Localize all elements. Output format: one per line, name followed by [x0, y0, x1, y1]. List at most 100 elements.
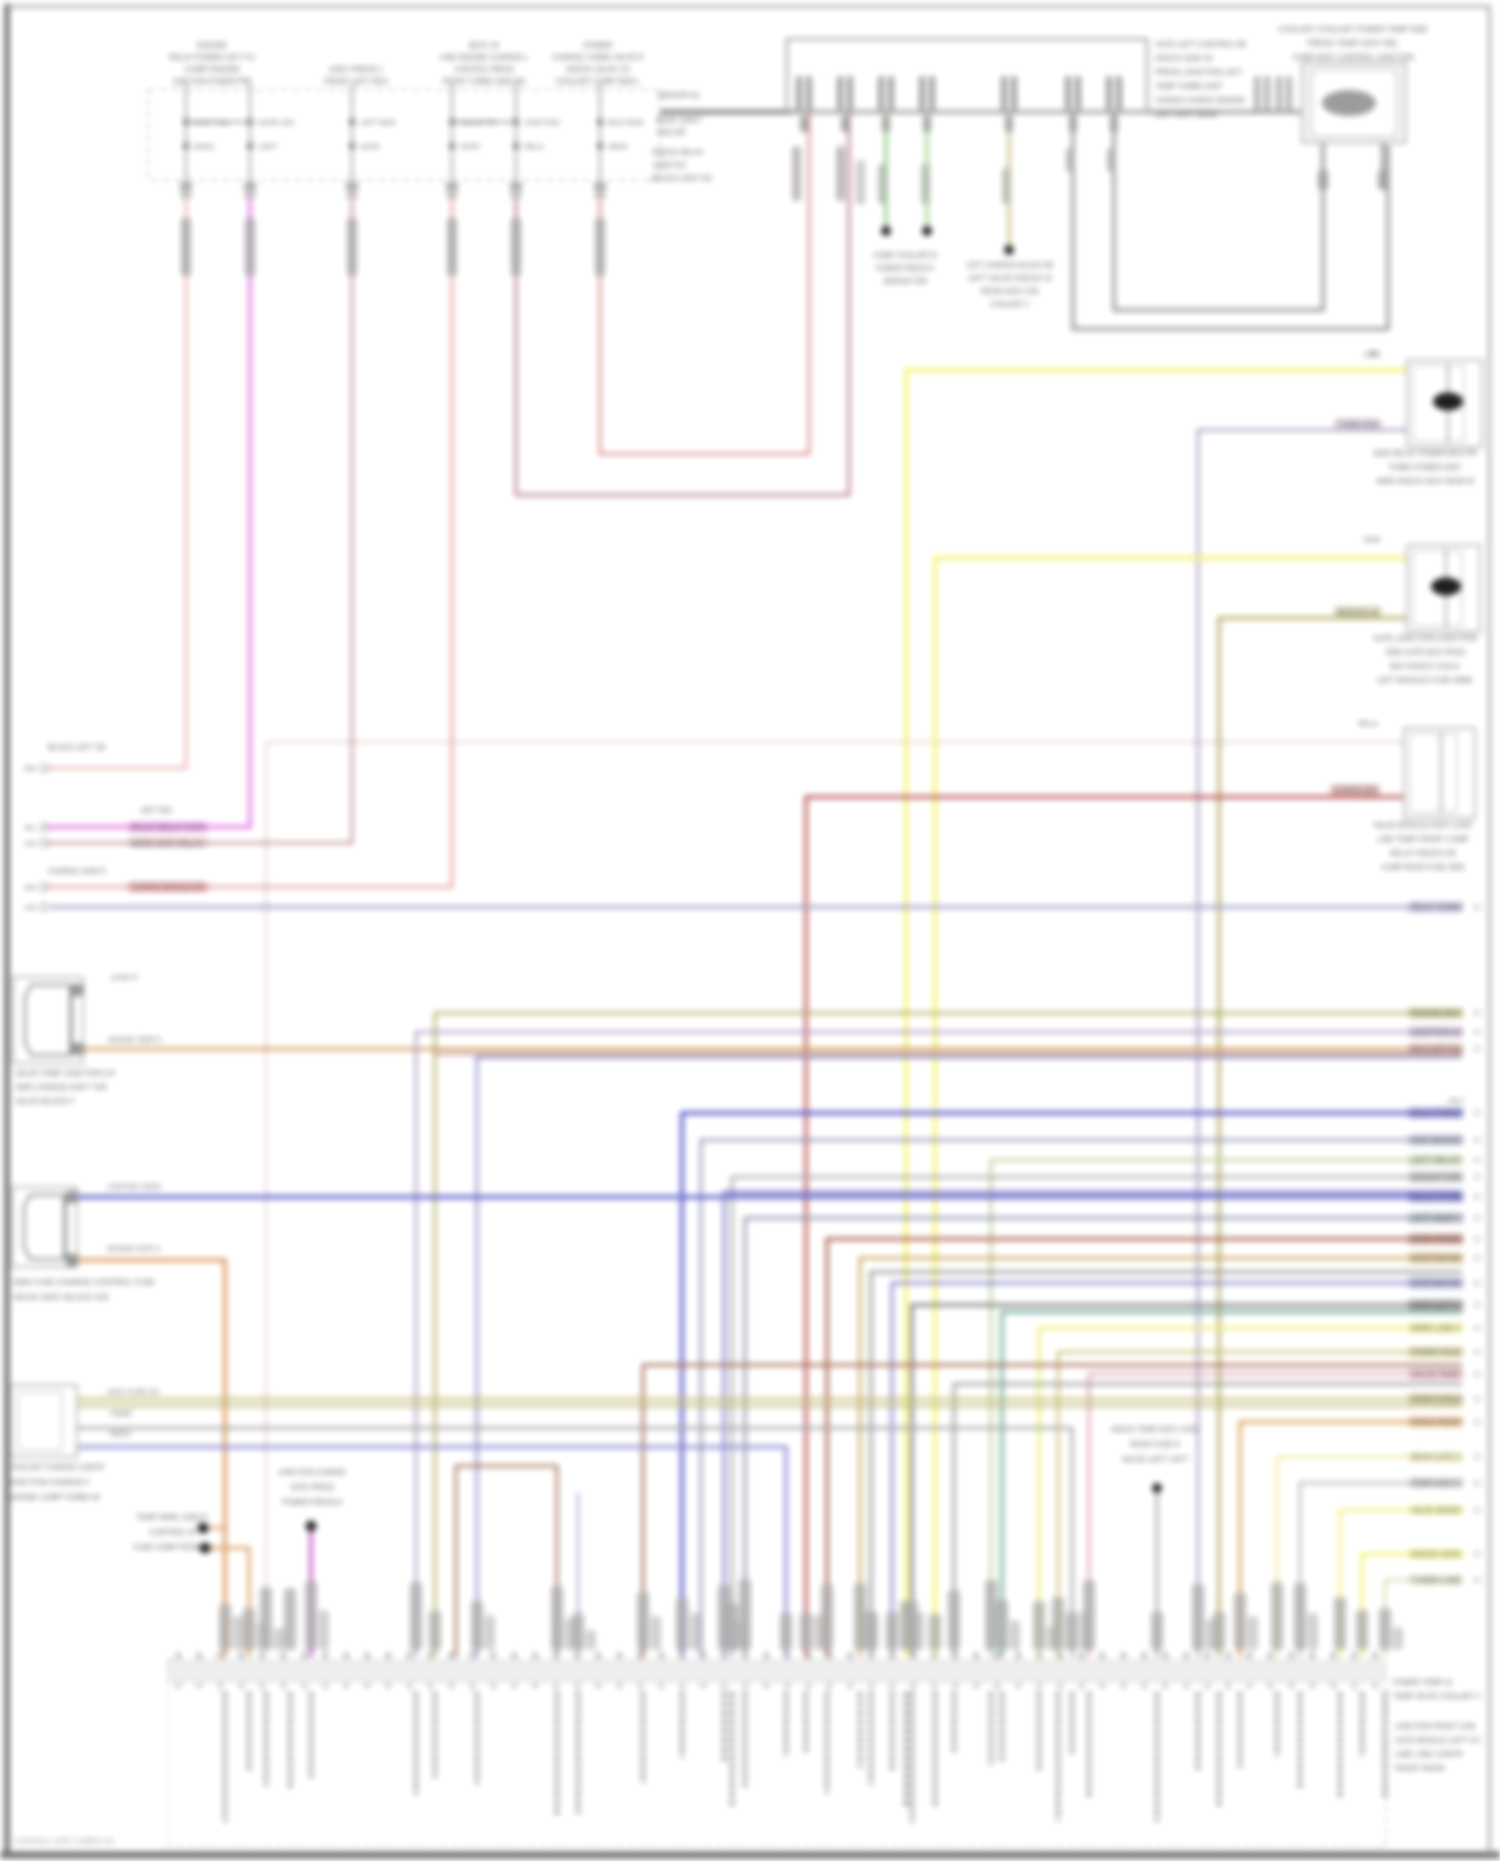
svg-text:LEFT: LEFT — [258, 142, 278, 151]
svg-text:BOX KNOCK COOLA: BOX KNOCK COOLA — [1390, 662, 1461, 671]
svg-text:COMP ASSY CONTROL JUNCTION: COMP ASSY CONTROL JUNCTION — [1292, 52, 1414, 62]
svg-text:CHARGE MODULE MO: CHARGE MODULE MO — [131, 883, 205, 892]
svg-text:COOLANT C: COOLANT C — [990, 300, 1030, 309]
svg-text:POWER: POWER — [110, 1409, 132, 1418]
svg-text:JUNCTION LE: JUNCTION LE — [1411, 1028, 1461, 1037]
svg-text:VALVE BLOCK F: VALVE BLOCK F — [15, 1097, 75, 1106]
svg-text:POWER TEMP LE: POWER TEMP LE — [1393, 1678, 1453, 1687]
svg-text:FRONT ENGIN: FRONT ENGIN — [1395, 1764, 1445, 1773]
svg-text:REAR GATE S: REAR GATE S — [1411, 1453, 1461, 1462]
svg-text:WIRE KNOCK ASSY REAR M: WIRE KNOCK ASSY REAR M — [1376, 477, 1474, 486]
svg-text:RELAY FUSE: RELAY FUSE — [1411, 1193, 1461, 1202]
svg-text:ENGINE BOX: ENGINE BOX — [1411, 1009, 1462, 1018]
svg-text:KNOCK GATE: KNOCK GATE — [1411, 1550, 1461, 1559]
svg-text:LEFT BO: LEFT BO — [140, 806, 172, 815]
svg-text:PRESS JUNCTION LEFT: PRESS JUNCTION LEFT — [1155, 68, 1243, 77]
svg-text:JUNCTION CHARGE: JUNCTION CHARGE — [278, 1468, 346, 1477]
svg-text:GATE BOX BO: GATE BOX BO — [1411, 1279, 1461, 1288]
svg-text:RELA: RELA — [1358, 719, 1378, 728]
svg-text:FRONT COOLA: FRONT COOLA — [1411, 1395, 1462, 1404]
svg-text:COOLANT CHARGE CONTR: COOLANT CHARGE CONTR — [8, 1462, 104, 1472]
svg-text:RELAY RELAY GATE: RELAY RELAY GATE — [131, 823, 205, 832]
svg-text:FUSE COMP FRONT P: FUSE COMP FRONT P — [133, 1543, 211, 1552]
svg-text:COO: COO — [24, 841, 36, 848]
svg-text:CONTROL PRESS: CONTROL PRESS — [454, 65, 514, 74]
svg-text:PRESS TEMP ASSY REL: PRESS TEMP ASSY REL — [1307, 38, 1399, 48]
svg-text:TEMP VALVE COOLANT C: TEMP VALVE COOLANT C — [1393, 1692, 1481, 1701]
svg-text:FRONT TURBO SIDE MO: FRONT TURBO SIDE MO — [442, 77, 526, 86]
svg-text:COMP ENGINE: COMP ENGINE — [184, 65, 240, 74]
svg-text:SENSOR GA: SENSOR GA — [658, 91, 701, 100]
svg-text:VALVE TEMP JUNCTION CH: VALVE TEMP JUNCTION CH — [15, 1069, 115, 1078]
svg-text:REAR FUSE R: REAR FUSE R — [1130, 1440, 1180, 1449]
svg-text:LEFT MOD: LEFT MOD — [360, 118, 397, 127]
svg-text:GATE JUNCTION JUNCTION: GATE JUNCTION JUNCTION — [1373, 634, 1477, 643]
svg-text:ENGINE TEMP G: ENGINE TEMP G — [108, 1035, 162, 1044]
svg-text:VALV: VALV — [1448, 1098, 1464, 1105]
svg-text:JUNCTIO: JUNCTIO — [652, 161, 686, 170]
svg-text:JUNCTION MO: JUNCTION MO — [1411, 1254, 1461, 1263]
svg-text:COOLANT COMP SIDE L: COOLANT COMP SIDE L — [555, 77, 642, 86]
svg-text:FRONT LEFT REA: FRONT LEFT REA — [324, 77, 389, 86]
svg-text:CHARGE SEN: CHARGE SEN — [1333, 786, 1377, 795]
svg-text:ASSY PRESS J: ASSY PRESS J — [329, 65, 383, 74]
svg-text:GATE MODULE LEFT CO: GATE MODULE LEFT CO — [1395, 1736, 1480, 1745]
svg-text:COOLANT COOLANT POWER TEMP SID: COOLANT COOLANT POWER TEMP SIDE — [1278, 24, 1428, 34]
svg-text:RELAY POWER LEFT FU: RELAY POWER LEFT FU — [169, 53, 255, 62]
svg-text:TEMP ASSY A: TEMP ASSY A — [1411, 1479, 1462, 1488]
svg-text:LEFT DIST SENS: LEFT DIST SENS — [1155, 110, 1217, 119]
svg-text:COMP COOLANT B: COMP COOLANT B — [873, 251, 937, 260]
svg-text:REAR JUNCT: REAR JUNCT — [656, 116, 702, 125]
svg-text:RELA: RELA — [524, 142, 544, 151]
svg-text:LINE ENGINE CHARGE L: LINE ENGINE CHARGE L — [439, 53, 530, 62]
svg-text:BLOCK LEFT SE: BLOCK LEFT SE — [48, 743, 106, 752]
svg-text:BOX SI: BOX SI — [469, 41, 499, 50]
svg-text:DIS: DIS — [24, 885, 36, 892]
svg-text:SIDE RELAY POWER BOX PR: SIDE RELAY POWER BOX PR — [1373, 449, 1477, 458]
svg-text:WIRE LINE F: WIRE LINE F — [1411, 1324, 1461, 1333]
svg-text:POWER VALVE: POWER VALVE — [1411, 1348, 1461, 1357]
svg-text:ASSY FUSE CO: ASSY FUSE CO — [107, 1387, 159, 1396]
svg-text:TURBO POWER ASSY: TURBO POWER ASSY — [1388, 463, 1463, 472]
svg-text:CHARGE TURBO VALVE R: CHARGE TURBO VALVE R — [552, 53, 644, 62]
svg-text:RELAY PRESS: RELAY PRESS — [1411, 1109, 1461, 1118]
svg-text:VALVE ASSY BLOCK DIS: VALVE ASSY BLOCK DIS — [13, 1292, 109, 1302]
svg-text:CHARGE JUNCTI: CHARGE JUNCTI — [48, 867, 106, 876]
svg-text:FRONT FRONT: FRONT FRONT — [1411, 1418, 1461, 1427]
svg-text:LIN: LIN — [24, 905, 36, 912]
svg-text:KNOCK SIDE AS: KNOCK SIDE AS — [1155, 54, 1213, 63]
svg-text:RELAY KNOCK KN: RELAY KNOCK KN — [1390, 849, 1456, 858]
svg-text:VAL: VAL — [24, 825, 36, 832]
svg-text:BLOCK DIST AS: BLOCK DIST AS — [652, 174, 712, 183]
svg-text:LINE: LINE — [1363, 350, 1381, 359]
svg-text:VALVE SENSO: VALVE SENSO — [1411, 1506, 1461, 1515]
svg-text:CONTROL REAR: CONTROL REAR — [107, 1182, 162, 1191]
svg-text:ENG: ENG — [24, 766, 36, 773]
svg-text:CHARGE CHARGE SENSOR: CHARGE CHARGE SENSOR — [1155, 96, 1245, 105]
svg-text:GATE: GATE — [360, 142, 380, 151]
svg-text:JUNCTION POWER PRE: JUNCTION POWER PRE — [172, 77, 252, 86]
svg-text:SENS: SENS — [608, 142, 628, 151]
svg-text:VALVE TEMP: VALVE TEMP — [1411, 1370, 1461, 1379]
svg-text:BOX LEFT EN: BOX LEFT EN — [1411, 1045, 1461, 1054]
svg-text:SENSOR TEM: SENSOR TEM — [883, 277, 927, 286]
svg-text:JUNCTION CHARGE F: JUNCTION CHARGE F — [8, 1477, 90, 1487]
svg-text:SIDE FUSE CHARGE CONTROL FUSE: SIDE FUSE CHARGE CONTROL FUSE — [13, 1277, 155, 1287]
svg-text:ENGI: ENGI — [194, 142, 214, 151]
svg-text:SIDE GATE BOX FRON: SIDE GATE BOX FRON — [1385, 648, 1465, 657]
svg-text:TURBO KNO: TURBO KNO — [1337, 420, 1379, 429]
svg-text:GATE LEFT CONTROL RE: GATE LEFT CONTROL RE — [1155, 40, 1247, 49]
svg-text:REAR ASSY DIS: REAR ASSY DIS — [981, 287, 1039, 296]
svg-text:LEFT VALVE KNOCK SI: LEFT VALVE KNOCK SI — [968, 274, 1052, 283]
svg-text:GATE SID: GATE SID — [258, 118, 295, 127]
svg-text:KNOCK RELAY: KNOCK RELAY — [652, 148, 705, 157]
svg-text:LINE LINE CONTR: LINE LINE CONTR — [1395, 1750, 1463, 1759]
svg-text:JUNCTION FRONT COM: JUNCTION FRONT COM — [1395, 1722, 1475, 1731]
svg-text:POWER PRESS R: POWER PRESS R — [876, 264, 934, 273]
svg-text:SIDE CHARGE ASSY TUR: SIDE CHARGE ASSY TUR — [15, 1083, 107, 1092]
svg-text:KNOCK VALVE CO: KNOCK VALVE CO — [566, 65, 630, 74]
svg-text:CONTROL SI: CONTROL SI — [149, 1528, 195, 1537]
svg-text:KNOCK TEMP ASSY COOL: KNOCK TEMP ASSY COOL — [1111, 1425, 1199, 1434]
svg-text:WIRE LEFT L: WIRE LEFT L — [1411, 1301, 1462, 1310]
svg-text:TURBO LINE: TURBO LINE — [1411, 1576, 1461, 1585]
